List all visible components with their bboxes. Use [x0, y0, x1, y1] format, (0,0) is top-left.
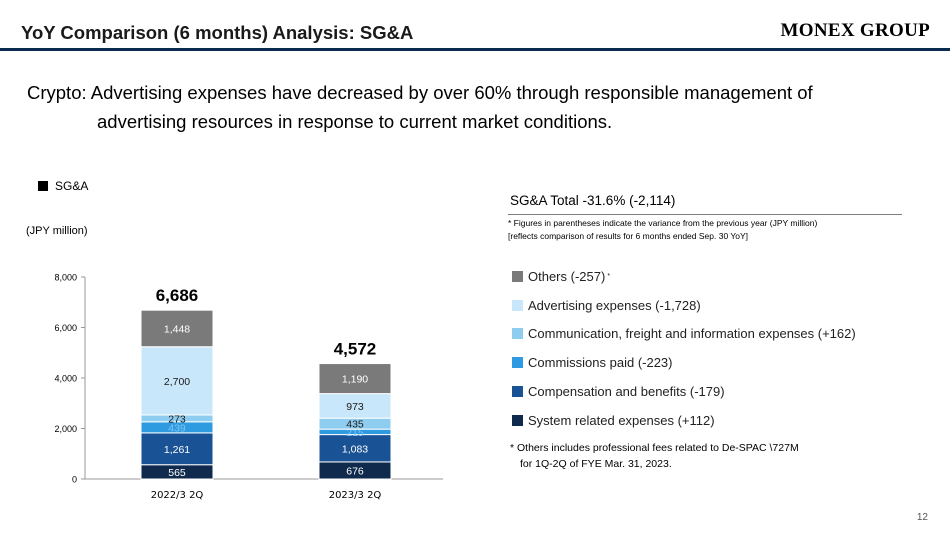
data-label: 1,448: [164, 323, 190, 335]
legend-item: Others (-257) *: [512, 262, 856, 291]
data-label: 439: [168, 422, 186, 434]
legend-swatch: [512, 299, 523, 311]
legend-item: Compensation and benefits (-179): [512, 377, 856, 406]
y-tick-label: 0: [72, 475, 77, 485]
legend-item: System related expenses (+112): [512, 406, 856, 435]
legend-item: Commissions paid (-223): [512, 348, 856, 377]
unit-label: (JPY million): [26, 225, 88, 237]
data-label: 1,190: [342, 374, 368, 386]
summary-notes: * Figures in parentheses indicate the va…: [508, 217, 817, 243]
legend-item: Advertising expenses (-1,728): [512, 291, 856, 320]
y-tick-label: 2,000: [54, 424, 77, 434]
legend-swatch: [512, 328, 523, 340]
header-divider: [0, 48, 950, 51]
footnote-line-1: * Others includes professional fees rela…: [510, 442, 799, 454]
bar-segment: [318, 363, 392, 395]
total-label: 6,686: [156, 286, 199, 305]
data-label: 273: [168, 413, 186, 425]
legend-label: Others (-257): [528, 268, 606, 284]
y-tick-label: 8,000: [54, 273, 77, 283]
section-label-text: SG&A: [55, 179, 89, 193]
legend-label: Advertising expenses (-1,728): [528, 297, 701, 313]
x-tick-label: 2023/3 2Q: [329, 490, 382, 501]
footnote-line-2: for 1Q-2Q of FYE Mar. 31, 2023.: [520, 458, 672, 470]
data-label: 1,083: [342, 443, 368, 455]
headline: Crypto: Advertising expenses have decrea…: [27, 78, 907, 136]
chart-legend: Others (-257) * Advertising expenses (-1,7…: [512, 262, 856, 435]
sga-total-title: SG&A Total -31.6% (-2,114): [510, 193, 676, 208]
footnote-marker: *: [607, 272, 611, 280]
data-label: 2,700: [164, 376, 190, 388]
page-number: 12: [916, 512, 928, 523]
data-label: 215: [346, 427, 364, 439]
y-tick-label: 4,000: [54, 374, 77, 384]
total-label: 4,572: [334, 340, 377, 359]
square-bullet-icon: [38, 181, 48, 191]
summary-divider: [508, 214, 902, 215]
summary-note-2: [reflects comparison of results for 6 mo…: [508, 231, 749, 241]
brand-logo: MONEX GROUP: [780, 20, 930, 41]
legend-swatch: [512, 270, 523, 282]
data-label: 676: [346, 465, 364, 477]
legend-label: Communication, freight and information e…: [528, 326, 856, 342]
legend-swatch: [512, 357, 523, 369]
legend-label: System related expenses (+112): [528, 412, 715, 428]
legend-label: Compensation and benefits (-179): [528, 384, 725, 400]
footnote: * Others includes professional fees rela…: [510, 440, 799, 472]
page-title: YoY Comparison (6 months) Analysis: SG&A: [21, 22, 414, 43]
summary-note-1: * Figures in parentheses indicate the va…: [508, 218, 818, 228]
data-label: 1,261: [164, 444, 190, 456]
legend-item: Communication, freight and information e…: [512, 320, 856, 349]
legend-swatch: [512, 414, 523, 426]
bar-segment: [140, 346, 214, 416]
legend-swatch: [512, 386, 523, 398]
bar-segment: [140, 309, 214, 348]
y-tick-label: 6,000: [54, 323, 77, 333]
data-label: 435: [346, 419, 364, 431]
header: YoY Comparison (6 months) Analysis: SG&A…: [0, 0, 950, 48]
legend-label: Commissions paid (-223): [528, 355, 673, 371]
x-tick-label: 2022/3 2Q: [151, 490, 204, 501]
section-label: SG&A: [38, 179, 88, 193]
data-label: 565: [168, 467, 186, 479]
data-label: 973: [346, 401, 364, 413]
headline-line-2: advertising resources in response to cur…: [97, 111, 613, 132]
headline-line-1: Crypto: Advertising expenses have decrea…: [27, 82, 813, 103]
